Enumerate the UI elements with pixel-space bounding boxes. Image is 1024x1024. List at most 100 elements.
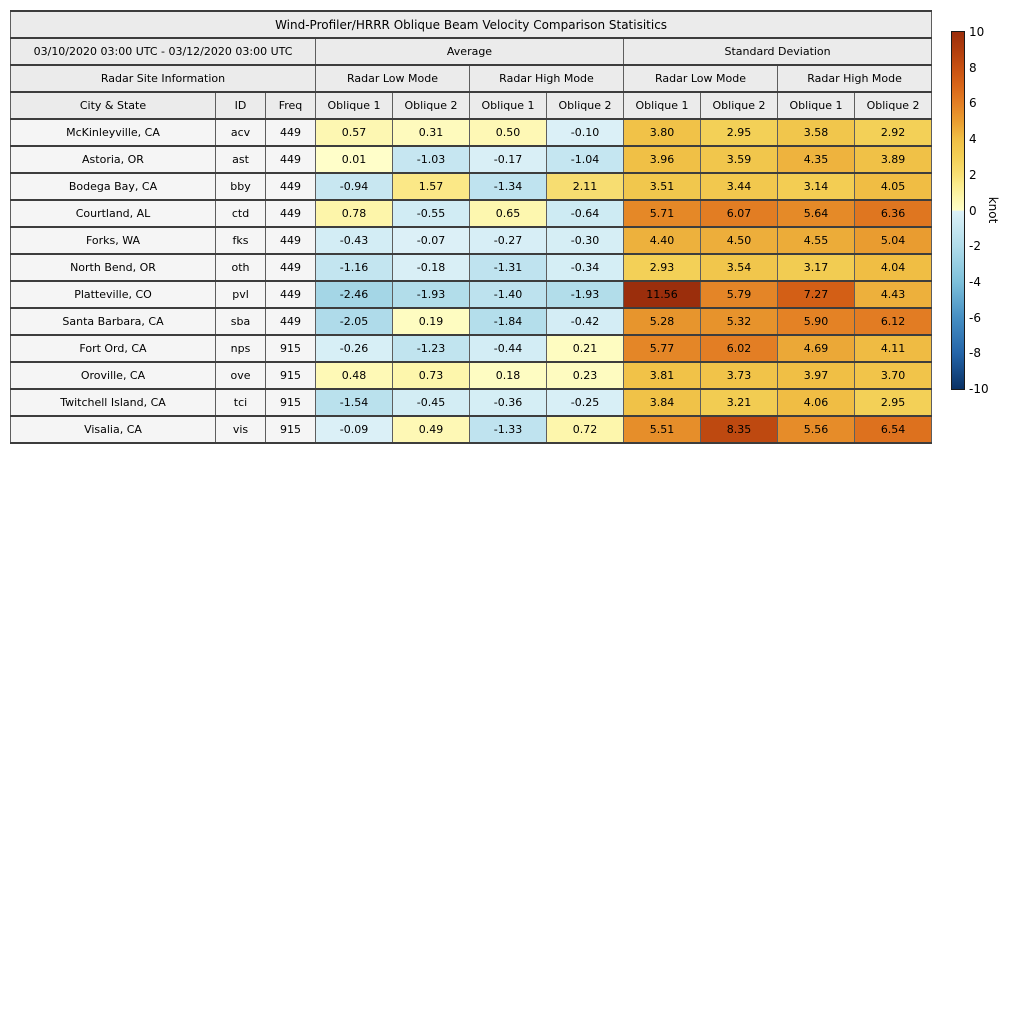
city-cell: Forks, WA: [10, 226, 216, 255]
id-cell: bby: [215, 172, 266, 201]
freq-cell: 915: [265, 334, 316, 363]
freq-cell: 915: [265, 388, 316, 417]
freq-cell: 449: [265, 307, 316, 336]
value-cell: 3.96: [623, 145, 701, 174]
value-cell: 4.11: [853, 334, 933, 363]
value-cell: 3.21: [700, 388, 778, 417]
id-cell: oth: [215, 253, 266, 282]
oblique2-header: Oblique 2: [392, 91, 470, 120]
oblique1-header: Oblique 1: [315, 91, 393, 120]
value-cell: 5.71: [623, 199, 701, 228]
group-header-row: 03/10/2020 03:00 UTC - 03/12/2020 03:00 …: [10, 37, 933, 66]
value-cell: -0.64: [546, 199, 624, 228]
value-cell: -2.05: [315, 307, 393, 336]
colorbar-tick-label: 4: [969, 132, 977, 147]
colorbar-ticks: 10 8 6 4 2 0 -2 -4 -6 -8 -10: [969, 26, 999, 395]
value-cell: -0.43: [315, 226, 393, 255]
value-cell: 3.84: [623, 388, 701, 417]
id-cell: tci: [215, 388, 266, 417]
value-cell: 5.90: [777, 307, 855, 336]
value-cell: 7.27: [777, 280, 855, 309]
value-cell: -0.44: [469, 334, 547, 363]
value-cell: -1.93: [546, 280, 624, 309]
value-cell: 0.31: [392, 118, 470, 147]
value-cell: -0.18: [392, 253, 470, 282]
freq-cell: 449: [265, 172, 316, 201]
value-cell: -2.46: [315, 280, 393, 309]
value-cell: 8.35: [700, 415, 778, 444]
value-cell: 5.28: [623, 307, 701, 336]
value-cell: -0.27: [469, 226, 547, 255]
value-cell: 3.81: [623, 361, 701, 390]
oblique2-header: Oblique 2: [700, 91, 778, 120]
avg-low-mode-header: Radar Low Mode: [315, 64, 470, 93]
value-cell: 1.57: [392, 172, 470, 201]
value-cell: 5.32: [700, 307, 778, 336]
value-cell: -0.36: [469, 388, 547, 417]
colorbar-tick-label: -4: [969, 274, 981, 289]
value-cell: 2.11: [546, 172, 624, 201]
oblique1-header: Oblique 1: [777, 91, 855, 120]
value-cell: 4.06: [777, 388, 855, 417]
value-cell: -0.26: [315, 334, 393, 363]
value-cell: 2.92: [853, 118, 933, 147]
value-cell: 3.70: [853, 361, 933, 390]
colorbar-axis-label: knot: [986, 196, 1000, 224]
value-cell: -0.10: [546, 118, 624, 147]
value-cell: 0.49: [392, 415, 470, 444]
table-body: McKinleyville, CA acv 449 0.57 0.31 0.50…: [10, 118, 933, 444]
value-cell: -1.03: [392, 145, 470, 174]
value-cell: 4.35: [777, 145, 855, 174]
value-cell: 0.65: [469, 199, 547, 228]
table-title: Wind-Profiler/HRRR Oblique Beam Velocity…: [9, 10, 933, 39]
table-row: Forks, WA fks 449 -0.43 -0.07 -0.27 -0.3…: [10, 226, 933, 255]
freq-header: Freq: [265, 91, 316, 120]
value-cell: 4.05: [853, 172, 933, 201]
colorbar-tick-label: 0: [969, 203, 977, 218]
value-cell: 11.56: [623, 280, 701, 309]
value-cell: -0.42: [546, 307, 624, 336]
value-cell: 0.48: [315, 361, 393, 390]
city-cell: Oroville, CA: [10, 361, 216, 390]
group-stddev-header: Standard Deviation: [622, 37, 933, 66]
city-cell: Platteville, CO: [10, 280, 216, 309]
value-cell: 3.54: [700, 253, 778, 282]
value-cell: -0.94: [315, 172, 393, 201]
freq-cell: 449: [265, 253, 316, 282]
id-cell: nps: [215, 334, 266, 363]
table-row: Twitchell Island, CA tci 915 -1.54 -0.45…: [10, 388, 933, 417]
value-cell: -1.16: [315, 253, 393, 282]
oblique1-header: Oblique 1: [623, 91, 701, 120]
table-row: Fort Ord, CA nps 915 -0.26 -1.23 -0.44 0…: [10, 334, 933, 363]
table-row: North Bend, OR oth 449 -1.16 -0.18 -1.31…: [10, 253, 933, 282]
city-cell: Courtland, AL: [10, 199, 216, 228]
freq-cell: 449: [265, 145, 316, 174]
value-cell: 0.21: [546, 334, 624, 363]
value-cell: 0.18: [469, 361, 547, 390]
city-cell: North Bend, OR: [10, 253, 216, 282]
value-cell: 0.01: [315, 145, 393, 174]
table-row: Santa Barbara, CA sba 449 -2.05 0.19 -1.…: [10, 307, 933, 336]
value-cell: -1.04: [546, 145, 624, 174]
city-cell: Bodega Bay, CA: [10, 172, 216, 201]
value-cell: -0.55: [392, 199, 470, 228]
table-row: Astoria, OR ast 449 0.01 -1.03 -0.17 -1.…: [10, 145, 933, 174]
value-cell: 5.77: [623, 334, 701, 363]
freq-cell: 915: [265, 415, 316, 444]
value-cell: -0.34: [546, 253, 624, 282]
city-cell: Twitchell Island, CA: [10, 388, 216, 417]
value-cell: 3.58: [777, 118, 855, 147]
table-row: Bodega Bay, CA bby 449 -0.94 1.57 -1.34 …: [10, 172, 933, 201]
value-cell: 3.14: [777, 172, 855, 201]
id-cell: sba: [215, 307, 266, 336]
id-cell: ove: [215, 361, 266, 390]
city-cell: Visalia, CA: [10, 415, 216, 444]
colorbar-tick-label: -10: [969, 382, 989, 396]
colorbar-tick-label: -8: [969, 346, 981, 361]
value-cell: 6.12: [853, 307, 933, 336]
value-cell: 0.23: [546, 361, 624, 390]
std-high-mode-header: Radar High Mode: [776, 64, 933, 93]
value-cell: 0.50: [469, 118, 547, 147]
value-cell: 2.95: [853, 388, 933, 417]
